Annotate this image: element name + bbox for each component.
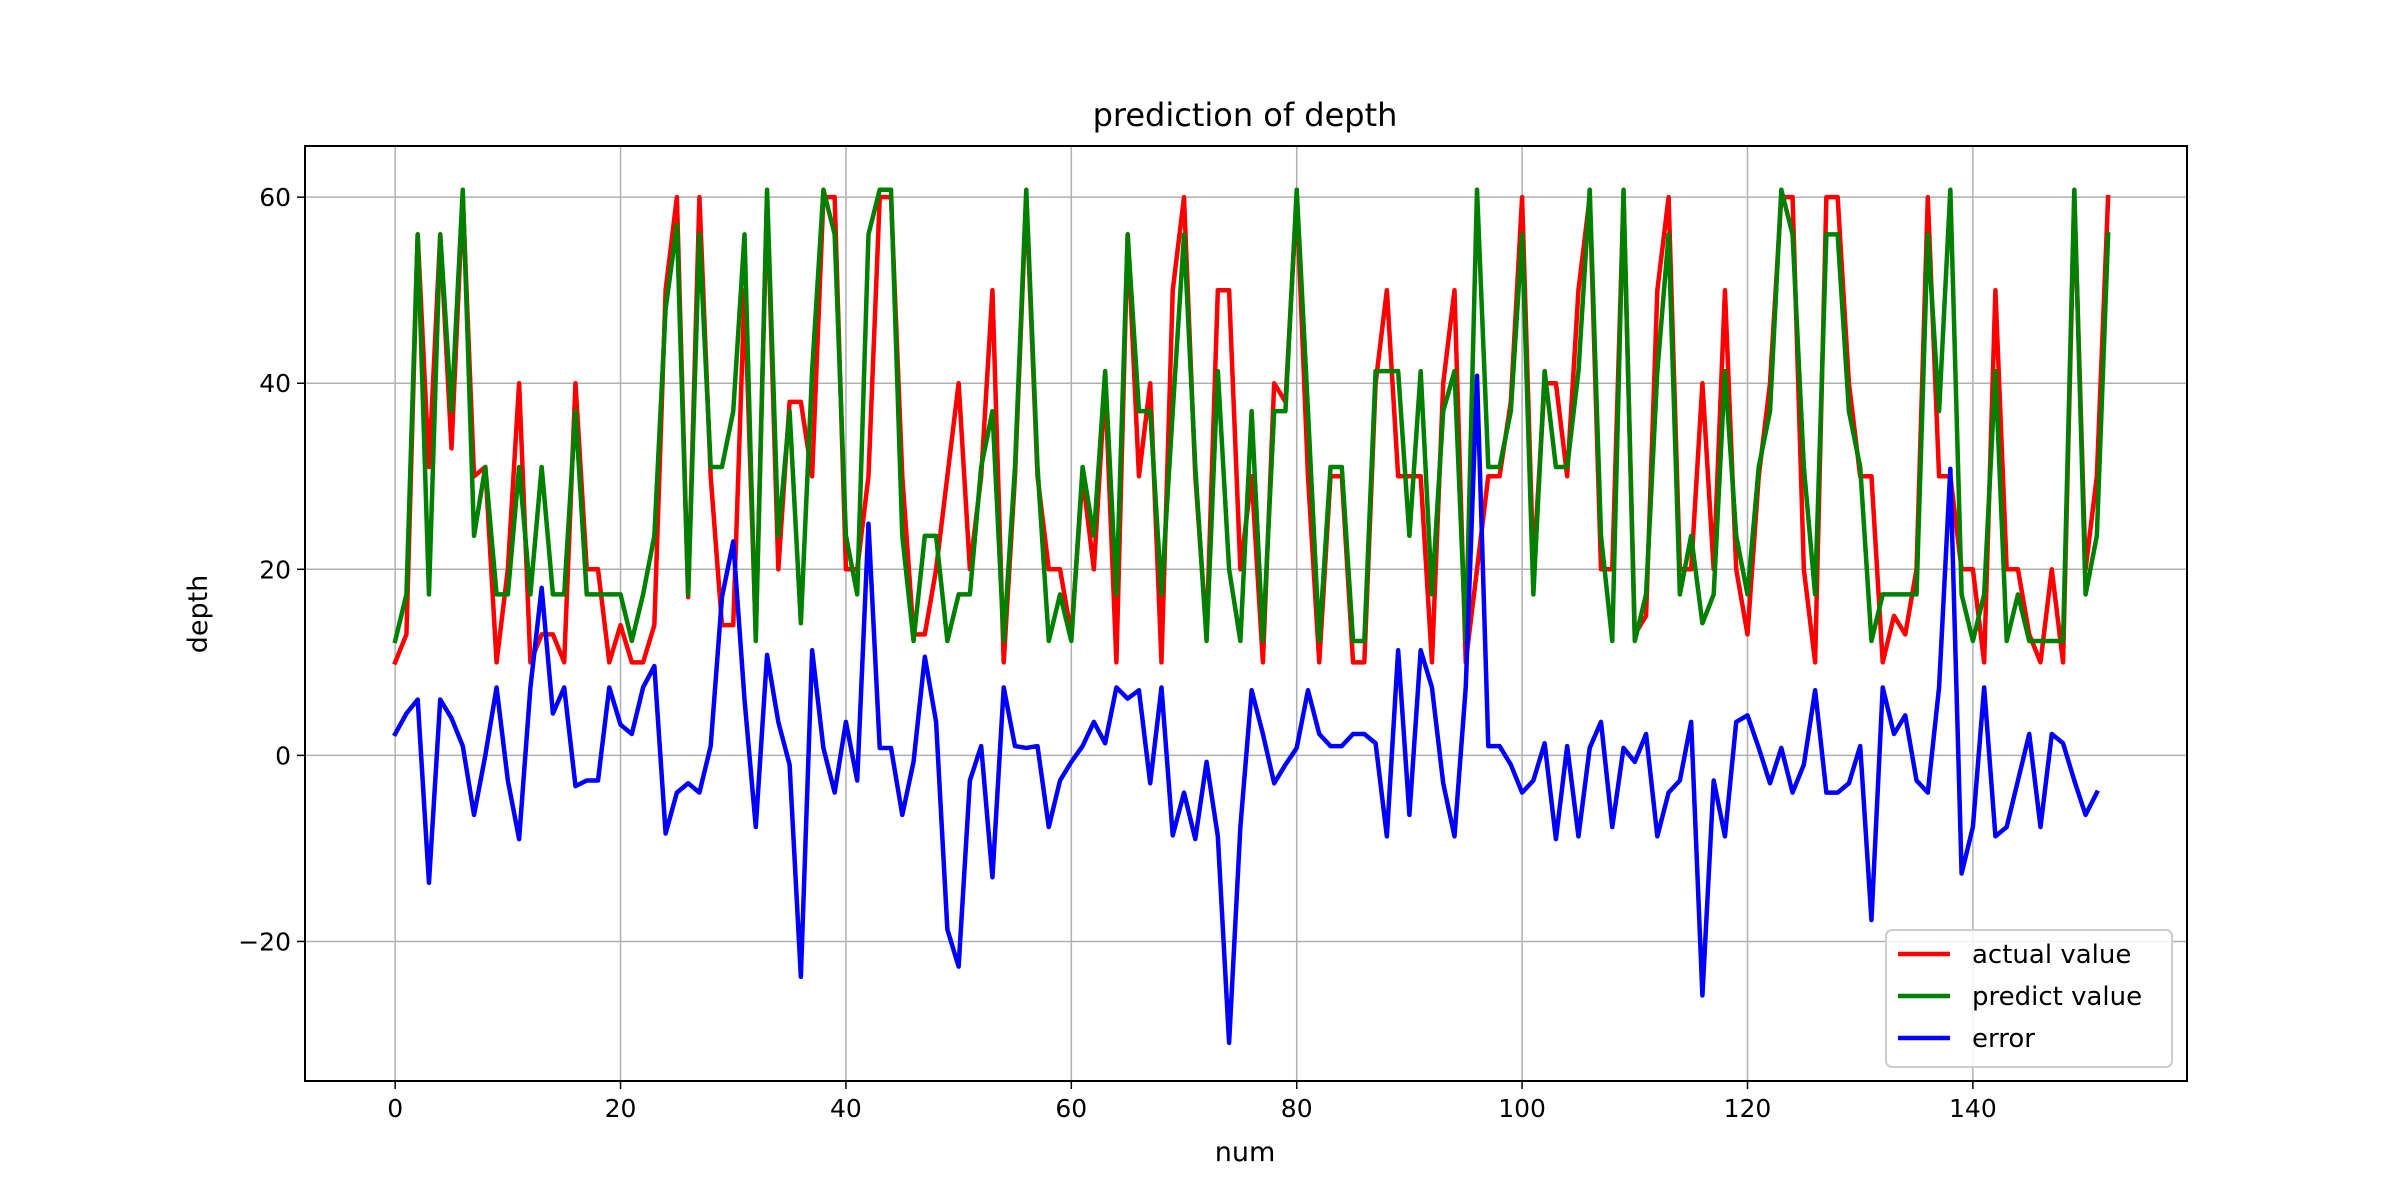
plot-frame bbox=[304, 145, 2188, 1082]
x-tick-label: 20 bbox=[605, 1094, 637, 1123]
y-tick-label: −20 bbox=[238, 927, 291, 956]
x-tick-label: 60 bbox=[1055, 1094, 1087, 1123]
x-tick-label: 0 bbox=[387, 1094, 403, 1123]
x-tick-label: 120 bbox=[1724, 1094, 1772, 1123]
chart-title: prediction of depth bbox=[1093, 96, 1398, 134]
x-tick-label: 80 bbox=[1281, 1094, 1313, 1123]
legend-box bbox=[1885, 929, 2173, 1068]
y-tick-label: 20 bbox=[259, 555, 291, 584]
series-line-predict-value bbox=[392, 187, 2111, 644]
x-axis-title: num bbox=[1215, 1137, 1276, 1168]
x-tick-label: 40 bbox=[830, 1094, 862, 1123]
y-tick-label: 0 bbox=[275, 741, 291, 770]
legend: actual value predict value error bbox=[1885, 929, 2173, 1068]
legend-label: error bbox=[1972, 1024, 2035, 1054]
y-tick-label: 40 bbox=[259, 369, 291, 398]
legend-label: actual value bbox=[1972, 940, 2131, 970]
axis-ticks: 0 20 40 60 80 100 120 140 −20 0 20 40 60 bbox=[238, 183, 1997, 1123]
y-tick-label: 60 bbox=[259, 183, 291, 212]
x-tick-label: 100 bbox=[1498, 1094, 1546, 1123]
x-tick-label: 140 bbox=[1949, 1094, 1997, 1123]
legend-label: predict value bbox=[1972, 982, 2142, 1012]
y-axis-title: depth bbox=[183, 575, 214, 654]
series-line-error bbox=[392, 373, 2100, 1046]
series-lines bbox=[392, 187, 2111, 1046]
